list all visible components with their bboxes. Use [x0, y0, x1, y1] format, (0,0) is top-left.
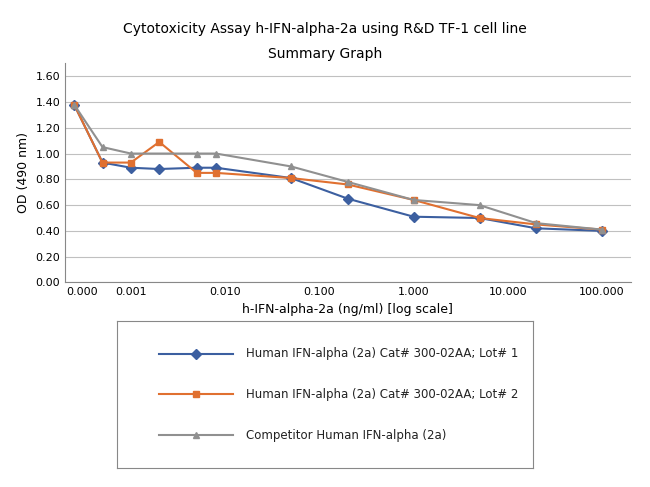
Human IFN-alpha (2a) Cat# 300-02AA; Lot# 2 [127, 160, 135, 166]
Text: Cytotoxicity Assay h-IFN-alpha-2a using R&D TF-1 cell line: Cytotoxicity Assay h-IFN-alpha-2a using … [123, 22, 527, 36]
X-axis label: h-IFN-alpha-2a (ng/ml) [log scale]: h-IFN-alpha-2a (ng/ml) [log scale] [242, 303, 453, 316]
Human IFN-alpha (2a) Cat# 300-02AA; Lot# 2 [193, 170, 201, 176]
Line: Human IFN-alpha (2a) Cat# 300-02AA; Lot# 1: Human IFN-alpha (2a) Cat# 300-02AA; Lot#… [71, 101, 606, 234]
Human IFN-alpha (2a) Cat# 300-02AA; Lot# 2 [212, 170, 220, 176]
Human IFN-alpha (2a) Cat# 300-02AA; Lot# 2 [598, 226, 606, 232]
Competitor Human IFN-alpha (2a) [598, 226, 606, 232]
Competitor Human IFN-alpha (2a) [212, 150, 220, 156]
Human IFN-alpha (2a) Cat# 300-02AA; Lot# 1 [532, 225, 540, 231]
Human IFN-alpha (2a) Cat# 300-02AA; Lot# 1 [344, 196, 352, 202]
Human IFN-alpha (2a) Cat# 300-02AA; Lot# 2 [70, 102, 78, 108]
Human IFN-alpha (2a) Cat# 300-02AA; Lot# 2 [99, 160, 107, 166]
Human IFN-alpha (2a) Cat# 300-02AA; Lot# 1 [212, 165, 220, 170]
Competitor Human IFN-alpha (2a) [532, 220, 540, 226]
Text: Competitor Human IFN-alpha (2a): Competitor Human IFN-alpha (2a) [246, 429, 447, 442]
Competitor Human IFN-alpha (2a) [99, 144, 107, 150]
Text: Summary Graph: Summary Graph [268, 47, 382, 60]
Human IFN-alpha (2a) Cat# 300-02AA; Lot# 1 [193, 165, 201, 170]
Human IFN-alpha (2a) Cat# 300-02AA; Lot# 1 [99, 160, 107, 166]
Human IFN-alpha (2a) Cat# 300-02AA; Lot# 2 [155, 139, 163, 145]
Human IFN-alpha (2a) Cat# 300-02AA; Lot# 2 [476, 215, 484, 221]
Human IFN-alpha (2a) Cat# 300-02AA; Lot# 2 [410, 197, 417, 203]
Competitor Human IFN-alpha (2a) [287, 164, 295, 169]
Competitor Human IFN-alpha (2a) [344, 179, 352, 185]
Human IFN-alpha (2a) Cat# 300-02AA; Lot# 1 [70, 102, 78, 108]
Competitor Human IFN-alpha (2a) [476, 202, 484, 208]
Competitor Human IFN-alpha (2a) [193, 150, 201, 156]
Human IFN-alpha (2a) Cat# 300-02AA; Lot# 1 [476, 215, 484, 221]
Competitor Human IFN-alpha (2a) [127, 150, 135, 156]
Competitor Human IFN-alpha (2a) [410, 197, 417, 203]
Human IFN-alpha (2a) Cat# 300-02AA; Lot# 1 [598, 228, 606, 234]
Text: Human IFN-alpha (2a) Cat# 300-02AA; Lot# 2: Human IFN-alpha (2a) Cat# 300-02AA; Lot#… [246, 388, 518, 401]
Human IFN-alpha (2a) Cat# 300-02AA; Lot# 1 [287, 175, 295, 181]
Line: Human IFN-alpha (2a) Cat# 300-02AA; Lot# 2: Human IFN-alpha (2a) Cat# 300-02AA; Lot#… [71, 101, 606, 233]
Human IFN-alpha (2a) Cat# 300-02AA; Lot# 2 [287, 175, 295, 181]
Text: Human IFN-alpha (2a) Cat# 300-02AA; Lot# 1: Human IFN-alpha (2a) Cat# 300-02AA; Lot#… [246, 347, 518, 360]
Line: Competitor Human IFN-alpha (2a): Competitor Human IFN-alpha (2a) [71, 101, 606, 233]
Human IFN-alpha (2a) Cat# 300-02AA; Lot# 1 [410, 214, 417, 220]
Human IFN-alpha (2a) Cat# 300-02AA; Lot# 1 [127, 165, 135, 170]
Y-axis label: OD (490 nm): OD (490 nm) [17, 132, 30, 213]
Competitor Human IFN-alpha (2a) [70, 102, 78, 108]
Human IFN-alpha (2a) Cat# 300-02AA; Lot# 2 [532, 222, 540, 227]
Human IFN-alpha (2a) Cat# 300-02AA; Lot# 1 [155, 166, 163, 172]
Human IFN-alpha (2a) Cat# 300-02AA; Lot# 2 [344, 182, 352, 187]
